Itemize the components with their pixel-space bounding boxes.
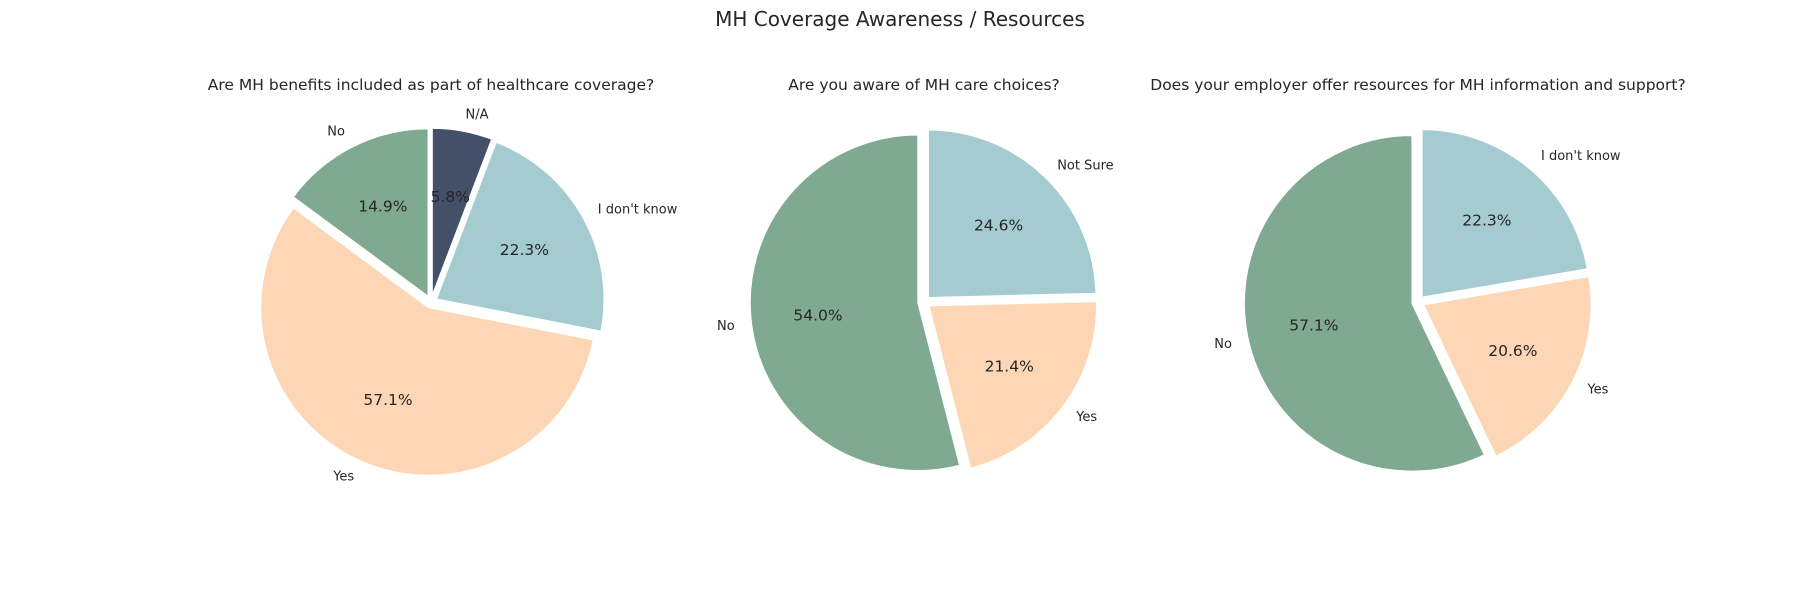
- pie-title-coverage: Are MH benefits included as part of heal…: [208, 76, 654, 94]
- pie-slice-coverage-n-a: [431, 127, 493, 297]
- pie-pct-label-coverage-i-don-t-know: 22.3%: [500, 241, 549, 259]
- pie-category-label-coverage-n-a: N/A: [466, 107, 489, 122]
- pie-pct-label-resources-yes: 20.6%: [1488, 342, 1537, 360]
- figure-title: MH Coverage Awareness / Resources: [715, 7, 1085, 31]
- pie-category-label-awareness-yes: Yes: [1075, 410, 1097, 425]
- pie-category-label-resources-i-don-t-know: I don't know: [1541, 149, 1621, 164]
- pie-category-label-coverage-i-don-t-know: I don't know: [598, 202, 678, 217]
- pie-slice-coverage-no: [292, 127, 430, 299]
- pie-category-label-resources-no: No: [1214, 337, 1232, 352]
- pie-slice-coverage-i-don-t-know: [435, 141, 605, 333]
- pie-category-label-awareness-not-sure: Not Sure: [1057, 158, 1113, 173]
- pie-pct-label-coverage-n-a: 5.8%: [431, 188, 470, 206]
- pie-category-label-resources-yes: Yes: [1586, 383, 1608, 398]
- pie-chart-coverage: Are MH benefits included as part of heal…: [208, 76, 678, 485]
- pie-title-resources: Does your employer offer resources for M…: [1150, 76, 1685, 94]
- pie-slice-awareness-no: [749, 134, 961, 472]
- pie-pct-label-coverage-no: 14.9%: [358, 198, 407, 216]
- pie-category-label-awareness-no: No: [717, 319, 735, 334]
- pie-slices-resources: 22.3% I don't know 20.6% Yes 57.1% No: [1214, 128, 1621, 473]
- pie-pct-label-resources-no: 57.1%: [1289, 317, 1338, 335]
- pie-slice-resources-i-don-t-know: [1421, 128, 1589, 299]
- pie-chart-awareness: Are you aware of MH care choices? 24.6% N…: [717, 76, 1114, 472]
- pie-slice-resources-yes: [1422, 275, 1593, 458]
- pie-title-awareness: Are you aware of MH care choices?: [788, 76, 1060, 94]
- pie-pct-label-awareness-yes: 21.4%: [985, 357, 1034, 375]
- pie-slice-resources-no: [1243, 134, 1486, 473]
- pie-pct-label-coverage-yes: 57.1%: [363, 391, 412, 409]
- pie-pct-label-resources-i-don-t-know: 22.3%: [1462, 211, 1511, 229]
- pie-category-label-coverage-no: No: [327, 125, 345, 140]
- pie-chart-resources: Does your employer offer resources for M…: [1150, 76, 1686, 473]
- pie-slices-coverage: 5.8% N/A 22.3% I don't know 57.1% Yes 14.9% No: [259, 107, 678, 485]
- pie-slice-awareness-yes: [927, 300, 1098, 470]
- pie-slice-awareness-not-sure: [927, 128, 1097, 299]
- pie-slice-coverage-yes: [259, 206, 595, 477]
- pie-pct-label-awareness-no: 54.0%: [793, 306, 842, 324]
- pie-category-label-coverage-yes: Yes: [332, 470, 354, 485]
- pie-slices-awareness: 24.6% Not Sure 21.4% Yes 54.0% No: [717, 128, 1114, 472]
- pie-pct-label-awareness-not-sure: 24.6%: [974, 217, 1023, 235]
